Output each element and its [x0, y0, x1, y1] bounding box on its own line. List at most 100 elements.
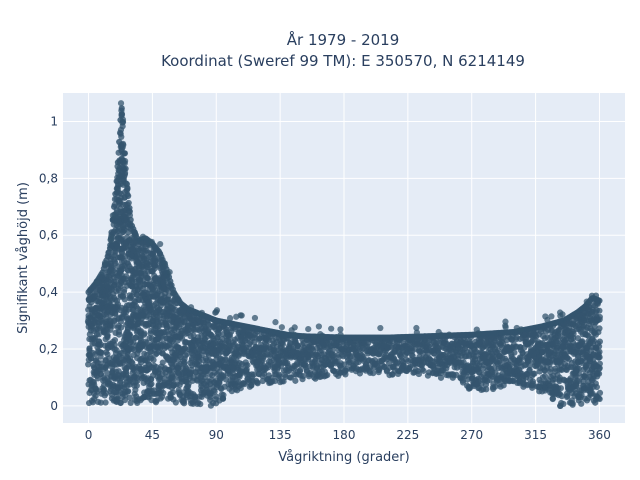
scatter-point — [212, 308, 220, 316]
scatter-point — [97, 399, 104, 406]
scatter-point — [324, 372, 331, 379]
scatter-point — [377, 324, 384, 332]
scatter-point — [596, 364, 603, 372]
scatter-point — [197, 400, 204, 408]
scatter-point — [596, 348, 603, 355]
y-tick-label: 0,4 — [39, 285, 58, 299]
scatter-point — [123, 180, 130, 188]
scatter-point — [526, 366, 533, 374]
scatter-point — [337, 326, 344, 333]
scatter-point — [475, 330, 482, 337]
scatter-point — [569, 400, 576, 407]
y-tick-label: 0,2 — [39, 342, 58, 356]
scatter-point — [220, 391, 227, 399]
scatter-point — [593, 383, 601, 391]
scatter-point — [502, 324, 509, 331]
scatter-point — [126, 394, 133, 401]
scatter-point — [101, 259, 109, 267]
scatter-point — [148, 380, 155, 388]
scatter-point — [292, 377, 299, 384]
scatter-point — [152, 262, 159, 269]
scatter-point — [438, 332, 445, 339]
x-tick-label: 360 — [588, 428, 611, 442]
scatter-point — [107, 236, 114, 244]
scatter-point — [596, 354, 603, 361]
scatter-point — [299, 376, 306, 383]
scatter-point — [531, 370, 538, 377]
x-tick-labels: 0 45 90 135 180 225 270 315 360 — [85, 428, 611, 442]
scatter-point — [329, 347, 336, 354]
scatter-point — [330, 351, 337, 359]
x-tick-label: 270 — [460, 428, 483, 442]
scatter-point — [415, 370, 422, 378]
scatter-point — [125, 192, 132, 200]
scatter-point — [557, 385, 564, 392]
scatter-point — [288, 327, 295, 334]
scatter-point — [125, 199, 132, 207]
scatter-point — [121, 397, 129, 404]
scatter-point — [127, 216, 134, 223]
chart-title-line1: År 1979 - 2019 — [287, 30, 400, 49]
scatter-point — [187, 304, 195, 311]
scatter-point — [117, 324, 125, 331]
scatter-point — [311, 333, 318, 340]
scatter-point — [97, 360, 105, 367]
scatter-point — [272, 319, 279, 326]
scatter-point — [557, 312, 564, 319]
scatter-point — [152, 254, 159, 261]
scatter-point — [251, 339, 258, 346]
scatter-point — [596, 307, 603, 314]
scatter-point — [111, 336, 119, 344]
scatter-point — [150, 356, 157, 364]
scatter-point — [126, 204, 133, 212]
scatter-point — [305, 325, 312, 333]
scatter-point — [328, 325, 335, 332]
y-tick-label: 0,8 — [39, 171, 58, 185]
scatter-point — [133, 382, 140, 389]
scatter-point — [560, 400, 567, 408]
scatter-point — [244, 362, 251, 369]
scatter-point — [223, 325, 230, 332]
scatter-point — [511, 349, 518, 356]
scatter-point — [117, 399, 124, 407]
scatter-point — [596, 338, 603, 345]
scatter-point — [596, 389, 604, 397]
scatter-point — [596, 297, 603, 304]
scatter-point — [157, 240, 164, 248]
scatter-point — [104, 369, 111, 377]
x-tick-label: 90 — [209, 428, 224, 442]
scatter-point — [121, 150, 128, 157]
scatter-point — [119, 140, 127, 147]
scatter-point — [459, 377, 466, 384]
scatter-point — [93, 279, 100, 286]
scatter-point — [513, 324, 520, 332]
scatter-point — [300, 333, 307, 340]
scatter-point — [104, 332, 111, 339]
scatter-point — [117, 100, 125, 107]
scatter-point — [370, 370, 377, 377]
scatter-point — [327, 362, 334, 369]
scatter-point — [148, 238, 155, 245]
scatter-point — [446, 331, 453, 338]
scatter-point — [122, 157, 129, 165]
x-tick-label: 135 — [269, 428, 292, 442]
scatter-point — [109, 212, 116, 219]
scatter-point — [122, 165, 129, 172]
scatter-point — [250, 371, 258, 378]
scatter-point — [132, 334, 139, 341]
scatter-point — [172, 399, 179, 406]
scatter-point — [139, 233, 147, 240]
x-tick-label: 225 — [396, 428, 419, 442]
scatter-point — [254, 379, 261, 386]
scatter-point — [420, 367, 427, 374]
scatter-point — [333, 333, 340, 341]
scatter-point — [307, 369, 314, 377]
scatter-point — [286, 374, 293, 381]
scatter-point — [166, 268, 173, 276]
y-tick-label: 1 — [50, 114, 58, 128]
scatter-point — [548, 313, 555, 320]
scatter-point — [118, 105, 125, 112]
scatter-point — [133, 374, 140, 382]
scatter-point — [315, 323, 322, 330]
scatter-point — [222, 376, 229, 383]
